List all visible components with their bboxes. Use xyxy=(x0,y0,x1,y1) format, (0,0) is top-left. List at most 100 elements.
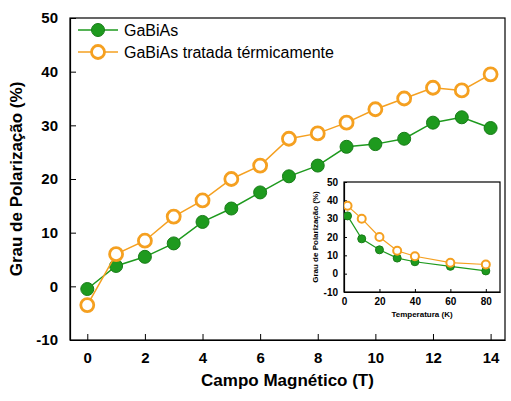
series-point xyxy=(167,210,180,223)
x-tick-mark xyxy=(433,334,434,340)
x-tick-label: 14 xyxy=(483,349,500,366)
y-tick: 30 xyxy=(41,117,76,134)
series-point xyxy=(375,233,383,241)
series-point xyxy=(369,103,382,116)
series-point xyxy=(196,215,209,228)
series-point xyxy=(411,252,419,260)
y-tick-mark xyxy=(70,233,76,234)
x-tick-label: 80 xyxy=(481,296,493,307)
legend-marker xyxy=(92,46,105,59)
series-point xyxy=(455,84,468,97)
series-point xyxy=(426,81,439,94)
plot-background xyxy=(70,18,505,340)
legend: GaBiAs GaBiAs tratada térmicamente xyxy=(78,22,334,61)
series-point xyxy=(455,111,468,124)
series-point xyxy=(340,140,353,153)
figure: 02468101214-1001020304050Campo Magnético… xyxy=(0,0,511,401)
series-point xyxy=(225,202,238,215)
series-point xyxy=(110,248,123,261)
x-tick-mark xyxy=(375,334,376,340)
x-tick: 12 xyxy=(425,334,442,366)
y-tick: 40 xyxy=(41,63,76,80)
series-point xyxy=(167,237,180,250)
x-tick-label: 10 xyxy=(368,349,385,366)
x-axis-title: Campo Magnético (T) xyxy=(201,371,374,390)
series-point xyxy=(340,116,353,129)
x-tick-label: 8 xyxy=(314,349,322,366)
x-tick-mark xyxy=(203,334,204,340)
x-tick-label: 40 xyxy=(410,296,422,307)
series-point xyxy=(446,259,454,267)
plot-frame xyxy=(70,18,505,340)
y-tick-label: 30 xyxy=(41,117,58,134)
y-tick-label: 10 xyxy=(327,250,339,261)
y-tick: 10 xyxy=(41,224,76,241)
series-point xyxy=(426,116,439,129)
series-point xyxy=(254,186,267,199)
series-point xyxy=(138,234,151,247)
y-tick-label: 0 xyxy=(50,278,58,295)
y-axis-title: Grau de Polarização (%) xyxy=(311,191,320,283)
legend-entry: GaBiAs tratada térmicamente xyxy=(78,44,334,61)
series-point xyxy=(369,138,382,151)
x-tick-label: 60 xyxy=(445,296,457,307)
y-tick-mark xyxy=(70,72,76,73)
series-point xyxy=(311,127,324,140)
series-point xyxy=(398,92,411,105)
y-tick-label: 40 xyxy=(327,195,339,206)
y-tick-label: 30 xyxy=(327,213,339,224)
legend-marker xyxy=(92,24,105,37)
plot-background xyxy=(344,182,500,292)
y-tick-mark xyxy=(70,179,76,180)
legend-label: GaBiAs tratada térmicamente xyxy=(124,44,334,61)
x-tick-label: 6 xyxy=(256,349,264,366)
x-tick-label: 2 xyxy=(141,349,149,366)
series-line xyxy=(348,206,486,265)
series-point xyxy=(344,202,352,210)
chart: 020406080-1001020304050Temperatura (K)Gr… xyxy=(311,177,501,319)
y-tick-label: -10 xyxy=(36,331,58,348)
series-point xyxy=(484,68,497,81)
x-axis-title: Temperatura (K) xyxy=(391,310,453,319)
x-tick: 14 xyxy=(483,334,500,366)
plot-area xyxy=(344,202,490,275)
legend-entry: GaBiAs xyxy=(78,22,178,39)
series-point xyxy=(358,235,366,243)
y-tick-label: 20 xyxy=(327,232,339,243)
series-point xyxy=(81,299,94,312)
x-tick-label: 0 xyxy=(342,296,348,307)
series-point xyxy=(282,132,295,145)
y-tick-mark xyxy=(70,125,76,126)
chart: 02468101214-1001020304050Campo Magnético… xyxy=(7,9,506,390)
x-axis: 0 2 4 6 8 10 12 14 xyxy=(71,334,506,366)
series-point xyxy=(81,283,94,296)
series-point xyxy=(398,132,411,145)
y-tick: 0 xyxy=(332,268,347,279)
y-tick-label: 40 xyxy=(41,63,58,80)
series-point xyxy=(344,212,352,220)
series-point xyxy=(393,247,401,255)
series-point xyxy=(484,122,497,135)
x-tick: 2 xyxy=(141,334,149,366)
x-tick: 4 xyxy=(199,334,208,366)
series-point xyxy=(482,261,490,269)
series-point xyxy=(138,250,151,263)
x-tick-label: 4 xyxy=(199,349,208,366)
y-tick-label: 20 xyxy=(41,170,58,187)
series-point xyxy=(282,170,295,183)
x-tick-mark xyxy=(491,334,492,340)
series-point xyxy=(225,173,238,186)
legend-label: GaBiAs xyxy=(124,22,178,39)
plot-frame xyxy=(344,182,500,292)
series-point xyxy=(358,215,366,223)
y-tick-label: 0 xyxy=(332,268,338,279)
series-point xyxy=(375,246,383,254)
y-tick: 0 xyxy=(50,278,76,295)
y-tick-mark xyxy=(70,286,76,287)
x-tick: 6 xyxy=(256,334,264,366)
x-tick-label: 20 xyxy=(374,296,386,307)
x-tick: 8 xyxy=(314,334,322,366)
y-axis-title: Grau de Polarização (%) xyxy=(7,82,26,277)
series-line xyxy=(348,216,486,271)
x-tick: 0 xyxy=(84,334,92,366)
